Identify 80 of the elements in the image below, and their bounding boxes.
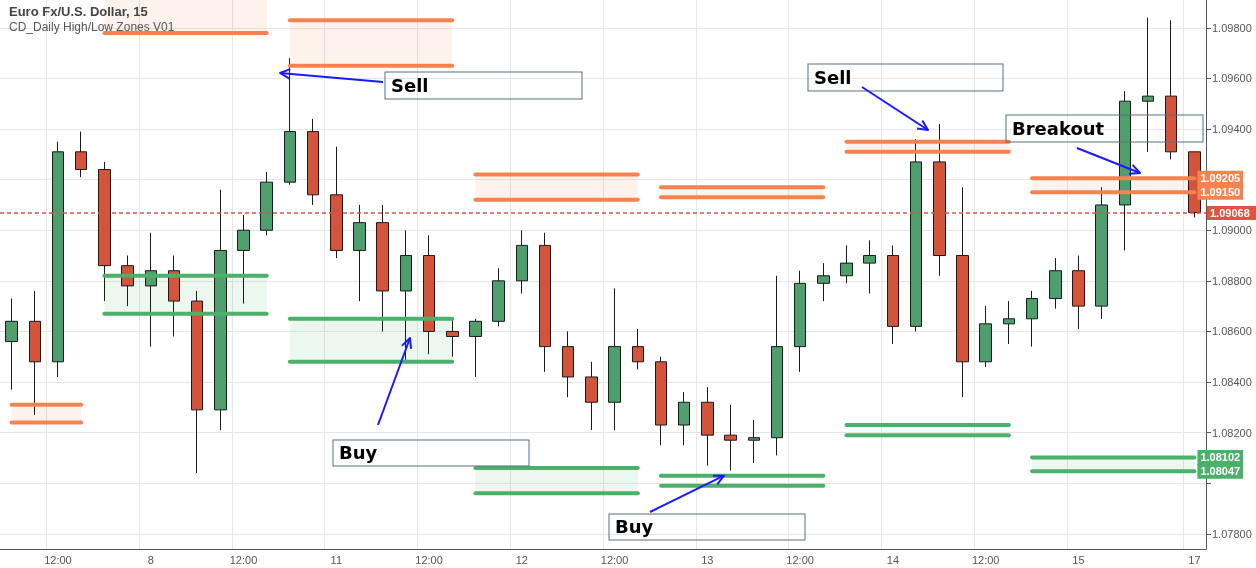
candlestick xyxy=(446,318,459,358)
candlestick xyxy=(1072,255,1085,330)
x-tick-label: 12:00 xyxy=(415,553,443,566)
candlestick xyxy=(887,244,899,345)
annotation: Buy xyxy=(615,516,654,537)
candlestick xyxy=(353,204,366,302)
candlestick xyxy=(469,318,482,378)
x-tick-label: 12:00 xyxy=(600,553,629,566)
candlestick xyxy=(492,267,505,327)
candlestick xyxy=(5,298,18,391)
annotation: Breakout xyxy=(1012,117,1105,139)
candlestick xyxy=(539,232,551,373)
y-tick-label: 1.08200 xyxy=(1212,426,1252,439)
y-tick-label: 1.09400 xyxy=(1212,123,1252,136)
candlestick xyxy=(632,328,644,370)
candlestick xyxy=(1165,19,1177,160)
x-tick-label: 12:00 xyxy=(786,553,814,566)
candlestick xyxy=(75,131,87,178)
candlestick xyxy=(98,161,111,302)
x-tick-label: 13 xyxy=(701,553,714,566)
candlestick xyxy=(1142,17,1154,153)
candlestick xyxy=(840,244,853,284)
y-tick-label: 1.08400 xyxy=(1212,376,1252,389)
candlestick xyxy=(400,229,412,363)
y-tick-label: 1.09800 xyxy=(1212,21,1252,34)
candlestick xyxy=(423,234,435,355)
data-label: 1.09150 xyxy=(1200,186,1241,199)
candlestick xyxy=(678,391,690,446)
candlestick xyxy=(516,229,528,294)
candlestick xyxy=(724,404,737,472)
candlestick xyxy=(562,330,574,398)
y-tick-label: 1.08800 xyxy=(1212,274,1252,287)
data-label: 1.08047 xyxy=(1200,465,1241,478)
ref-line-label: 1.09068 xyxy=(1210,207,1250,220)
annotation: Sell xyxy=(814,66,852,88)
text: CD_Daily High/Low Zones V01 xyxy=(9,20,175,34)
x-tick-label: 12 xyxy=(515,553,528,566)
candlestick xyxy=(910,138,922,332)
candlestick xyxy=(956,186,969,398)
data-label: 1.09205 xyxy=(1200,172,1241,185)
y-tick-label: 1.09000 xyxy=(1212,224,1252,237)
candlestick xyxy=(237,214,250,305)
candlestick xyxy=(771,275,783,456)
candlestick xyxy=(307,118,319,206)
x-tick-label: 11 xyxy=(330,553,342,566)
annotation: Buy xyxy=(339,442,378,463)
candlestick xyxy=(52,141,64,378)
candlestick xyxy=(655,356,667,446)
x-tick-label: 17 xyxy=(1188,553,1201,566)
candlestick xyxy=(748,419,760,464)
data-label: 1.08102 xyxy=(1200,451,1241,464)
candlestick xyxy=(979,305,992,368)
x-tick-label: 12:00 xyxy=(971,553,1000,566)
candlestick xyxy=(585,361,598,431)
annotation: Sell xyxy=(391,74,429,96)
y-tick-label: 1.07800 xyxy=(1212,527,1252,540)
x-tick-label: 15 xyxy=(1072,553,1085,566)
candlestick xyxy=(608,287,621,431)
y-tick-label: 1.08600 xyxy=(1212,325,1252,338)
candlestick xyxy=(330,146,343,259)
candlestick xyxy=(376,204,389,332)
x-tick-label: 12:00 xyxy=(229,553,258,566)
candlestick xyxy=(701,386,714,467)
candlestick xyxy=(1049,257,1062,310)
candlestick xyxy=(863,239,876,294)
x-tick-label: 14 xyxy=(886,553,900,566)
candlestick xyxy=(933,123,946,277)
x-tick-label: 8 xyxy=(147,553,154,566)
candlestick xyxy=(260,171,273,236)
y-tick-label: 1.09600 xyxy=(1212,72,1252,85)
candlestick xyxy=(29,290,41,416)
candlestick xyxy=(817,262,830,302)
candlestick xyxy=(191,290,203,474)
candlestick xyxy=(794,270,806,373)
chart-title: Euro Fx/U.S. Dollar, 15 xyxy=(9,4,148,19)
candlestick xyxy=(1026,290,1038,348)
candlestick xyxy=(214,189,227,431)
candlestick xyxy=(1095,186,1108,320)
x-tick-label: 12:00 xyxy=(44,553,72,566)
candlestick xyxy=(1003,300,1015,345)
